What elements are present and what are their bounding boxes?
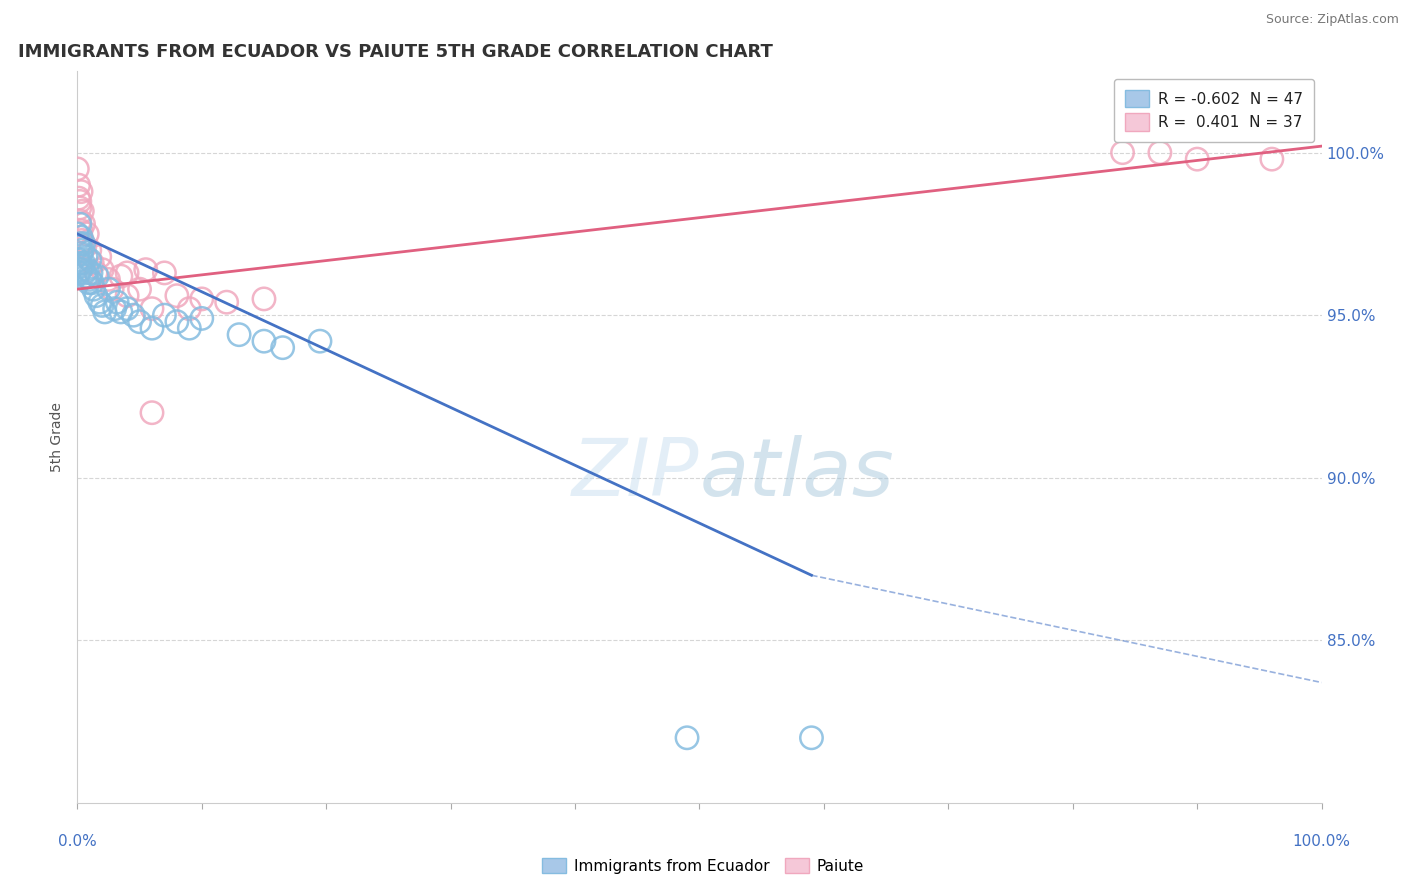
Point [69, 201, 91, 215]
Point [91, 262, 114, 277]
Point [67, 178, 90, 193]
Point [72, 243, 94, 257]
Point [153, 266, 176, 280]
Point [69, 217, 91, 231]
Text: ZIP: ZIP [572, 434, 700, 513]
Text: atlas: atlas [700, 434, 894, 513]
Point [253, 334, 276, 348]
Point [309, 334, 332, 348]
Point [73, 266, 96, 280]
Point [70, 185, 93, 199]
Point [1261, 152, 1284, 166]
Point [72, 234, 94, 248]
Point [271, 341, 294, 355]
Point [82, 276, 104, 290]
Point [72, 217, 94, 231]
Point [75, 269, 97, 284]
Point [104, 301, 127, 316]
Point [253, 292, 276, 306]
Point [800, 731, 823, 745]
Y-axis label: 5th Grade: 5th Grade [51, 402, 65, 472]
Point [141, 406, 163, 420]
Point [76, 227, 98, 241]
Point [69, 256, 91, 270]
Point [115, 301, 138, 316]
Point [110, 269, 132, 284]
Point [79, 243, 101, 257]
Point [191, 311, 214, 326]
Text: IMMIGRANTS FROM ECUADOR VS PAIUTE 5TH GRADE CORRELATION CHART: IMMIGRANTS FROM ECUADOR VS PAIUTE 5TH GR… [18, 44, 772, 62]
Point [67, 266, 90, 280]
Point [141, 321, 163, 335]
Point [166, 288, 188, 302]
Point [67, 240, 90, 254]
Point [101, 282, 124, 296]
Point [128, 282, 150, 296]
Point [72, 204, 94, 219]
Point [69, 236, 91, 251]
Text: 100.0%: 100.0% [1292, 834, 1351, 849]
Point [66, 227, 89, 241]
Point [115, 266, 138, 280]
Point [70, 262, 93, 277]
Point [97, 272, 120, 286]
Point [153, 308, 176, 322]
Point [76, 262, 98, 277]
Point [79, 272, 101, 286]
Point [110, 305, 132, 319]
Point [69, 214, 91, 228]
Point [86, 269, 108, 284]
Point [72, 260, 94, 274]
Point [70, 224, 93, 238]
Point [67, 252, 90, 267]
Point [141, 301, 163, 316]
Point [215, 295, 238, 310]
Point [115, 288, 138, 302]
Point [105, 295, 128, 310]
Point [93, 305, 115, 319]
Point [228, 327, 250, 342]
Text: Source: ZipAtlas.com: Source: ZipAtlas.com [1265, 13, 1399, 27]
Point [75, 250, 97, 264]
Point [1187, 152, 1209, 166]
Point [73, 240, 96, 254]
Point [191, 292, 214, 306]
Point [69, 194, 91, 209]
Point [122, 308, 145, 322]
Point [83, 282, 105, 296]
Point [82, 256, 104, 270]
Point [77, 276, 100, 290]
Point [67, 191, 90, 205]
Point [72, 256, 94, 270]
Point [97, 282, 120, 296]
Point [1149, 145, 1171, 160]
Point [179, 321, 201, 335]
Point [91, 298, 114, 312]
Point [1111, 145, 1133, 160]
Legend: R = -0.602  N = 47, R =  0.401  N = 37: R = -0.602 N = 47, R = 0.401 N = 37 [1114, 79, 1315, 142]
Point [166, 315, 188, 329]
Point [89, 295, 111, 310]
Point [84, 266, 107, 280]
Point [80, 266, 103, 280]
Point [128, 315, 150, 329]
Point [179, 301, 201, 316]
Point [72, 236, 94, 251]
Point [89, 250, 111, 264]
Point [135, 262, 157, 277]
Legend: Immigrants from Ecuador, Paiute: Immigrants from Ecuador, Paiute [536, 852, 870, 880]
Point [84, 288, 107, 302]
Point [70, 246, 93, 260]
Point [66, 161, 89, 176]
Point [676, 731, 699, 745]
Point [79, 252, 101, 267]
Text: 0.0%: 0.0% [58, 834, 97, 849]
Point [70, 230, 93, 244]
